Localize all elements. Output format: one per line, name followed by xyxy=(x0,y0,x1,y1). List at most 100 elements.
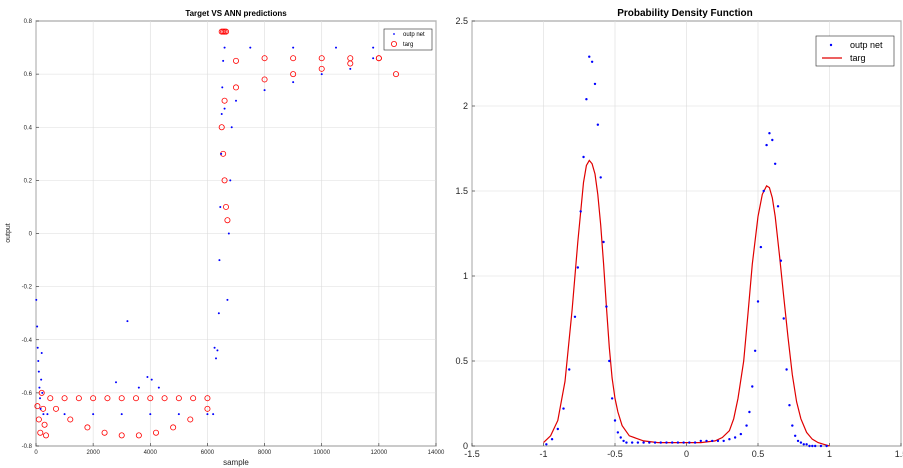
data-point-outp-net xyxy=(588,55,591,58)
data-point-outp-net xyxy=(756,300,760,303)
data-point-outp-net xyxy=(229,179,232,182)
data-point-outp-net xyxy=(227,232,230,235)
x-tick-label: 14000 xyxy=(428,450,445,456)
data-point-outp-net xyxy=(593,82,597,86)
data-point-outp-net xyxy=(217,312,220,315)
x-tick-label: 0 xyxy=(684,449,689,459)
x-tick-label: -1 xyxy=(539,449,547,459)
data-point-targ xyxy=(175,395,182,402)
x-tick-label: 4000 xyxy=(144,450,158,456)
data-point-outp-net xyxy=(796,439,800,443)
y-tick-label: 2 xyxy=(463,101,468,111)
data-point-targ xyxy=(34,403,41,410)
data-point-targ xyxy=(221,177,228,184)
chart-right-legend-box xyxy=(815,35,895,67)
x-tick-label: 12000 xyxy=(371,450,388,456)
data-point-targ xyxy=(318,65,325,72)
data-point-outp-net xyxy=(226,298,229,301)
data-point-outp-net xyxy=(711,439,714,443)
data-point-targ xyxy=(37,429,44,436)
data-point-targ xyxy=(104,395,111,402)
data-point-targ xyxy=(118,432,125,439)
chart-left-legend-marker-outp-net xyxy=(393,33,395,35)
data-point-outp-net xyxy=(693,441,697,444)
series-line-targ xyxy=(543,159,830,447)
data-point-outp-net xyxy=(630,441,634,444)
data-point-outp-net xyxy=(605,305,608,308)
data-point-outp-net xyxy=(335,46,337,49)
data-point-outp-net xyxy=(791,424,794,427)
data-point-outp-net xyxy=(739,432,743,436)
data-point-targ xyxy=(232,57,239,64)
data-point-outp-net xyxy=(579,210,582,213)
data-point-outp-net xyxy=(220,112,223,115)
data-point-outp-net xyxy=(682,441,685,444)
data-point-outp-net xyxy=(42,413,45,416)
chart-left-y-ticks: -0.8 -0.6 -0.4 -0.2 0 0.2 0.4 0.6 0.8 xyxy=(22,19,39,450)
data-point-targ xyxy=(261,55,268,62)
data-point-outp-net xyxy=(648,441,651,444)
data-point-outp-net xyxy=(126,320,129,323)
data-point-outp-net xyxy=(545,443,548,446)
data-point-outp-net xyxy=(212,413,215,416)
data-point-outp-net xyxy=(177,413,180,416)
chart-left-series-targ xyxy=(34,28,399,439)
data-point-outp-net xyxy=(808,444,811,448)
data-point-outp-net xyxy=(722,439,725,443)
y-tick-label: -0.4 xyxy=(22,338,33,344)
chart-left-title: Target VS ANN predictions xyxy=(185,9,287,18)
data-point-outp-net xyxy=(636,441,640,444)
data-point-outp-net xyxy=(219,205,222,208)
data-point-outp-net xyxy=(773,162,777,165)
data-point-outp-net xyxy=(39,407,42,410)
data-point-outp-net xyxy=(613,419,617,422)
data-point-outp-net xyxy=(206,413,209,416)
data-point-outp-net xyxy=(779,259,783,262)
data-point-outp-net xyxy=(582,155,585,159)
chart-left-xlabel: sample xyxy=(223,458,249,467)
data-point-outp-net xyxy=(35,298,38,301)
data-point-outp-net xyxy=(36,325,39,328)
y-tick-label: 0.6 xyxy=(24,72,33,78)
data-point-outp-net xyxy=(263,89,266,92)
data-point-outp-net xyxy=(616,431,620,434)
chart-left-ylabel: output xyxy=(5,223,12,243)
data-point-outp-net xyxy=(748,410,751,414)
y-tick-label: 1.5 xyxy=(455,186,468,196)
data-point-targ xyxy=(290,71,297,78)
data-point-outp-net xyxy=(811,444,814,448)
chart-left-grid xyxy=(35,20,437,447)
data-point-outp-net xyxy=(568,368,571,371)
data-point-outp-net xyxy=(40,352,43,355)
data-point-targ xyxy=(135,432,142,439)
chart-right-series-targ xyxy=(543,159,830,447)
data-point-outp-net xyxy=(249,46,252,49)
chart-left-legend-box xyxy=(383,28,433,51)
data-point-outp-net xyxy=(37,370,40,373)
data-point-targ xyxy=(187,416,194,423)
y-tick-label: 2.5 xyxy=(455,16,468,26)
data-point-outp-net xyxy=(676,441,680,444)
data-point-outp-net xyxy=(220,152,223,155)
y-tick-label: 0.8 xyxy=(24,19,33,25)
data-point-outp-net xyxy=(802,443,805,446)
y-tick-label: 0 xyxy=(463,441,468,451)
data-point-targ xyxy=(61,395,68,402)
data-point-outp-net xyxy=(788,404,791,407)
data-point-outp-net xyxy=(699,439,702,443)
data-point-outp-net xyxy=(223,107,226,110)
chart-right-legend-label-targ: targ xyxy=(850,53,866,63)
data-point-outp-net xyxy=(556,427,559,431)
data-point-outp-net xyxy=(768,132,771,135)
data-point-targ xyxy=(101,429,108,436)
data-point-outp-net xyxy=(372,46,375,49)
data-point-targ xyxy=(41,421,48,428)
x-tick-label: 0 xyxy=(34,450,38,456)
chart-right-y-ticks: 0 0.5 1 1.5 2 2.5 xyxy=(455,16,475,451)
data-point-outp-net xyxy=(216,349,219,352)
data-point-targ xyxy=(132,395,139,402)
data-point-targ xyxy=(53,405,60,412)
chart-right-grid xyxy=(471,20,902,447)
data-point-outp-net xyxy=(213,346,216,349)
data-point-targ xyxy=(118,395,125,402)
